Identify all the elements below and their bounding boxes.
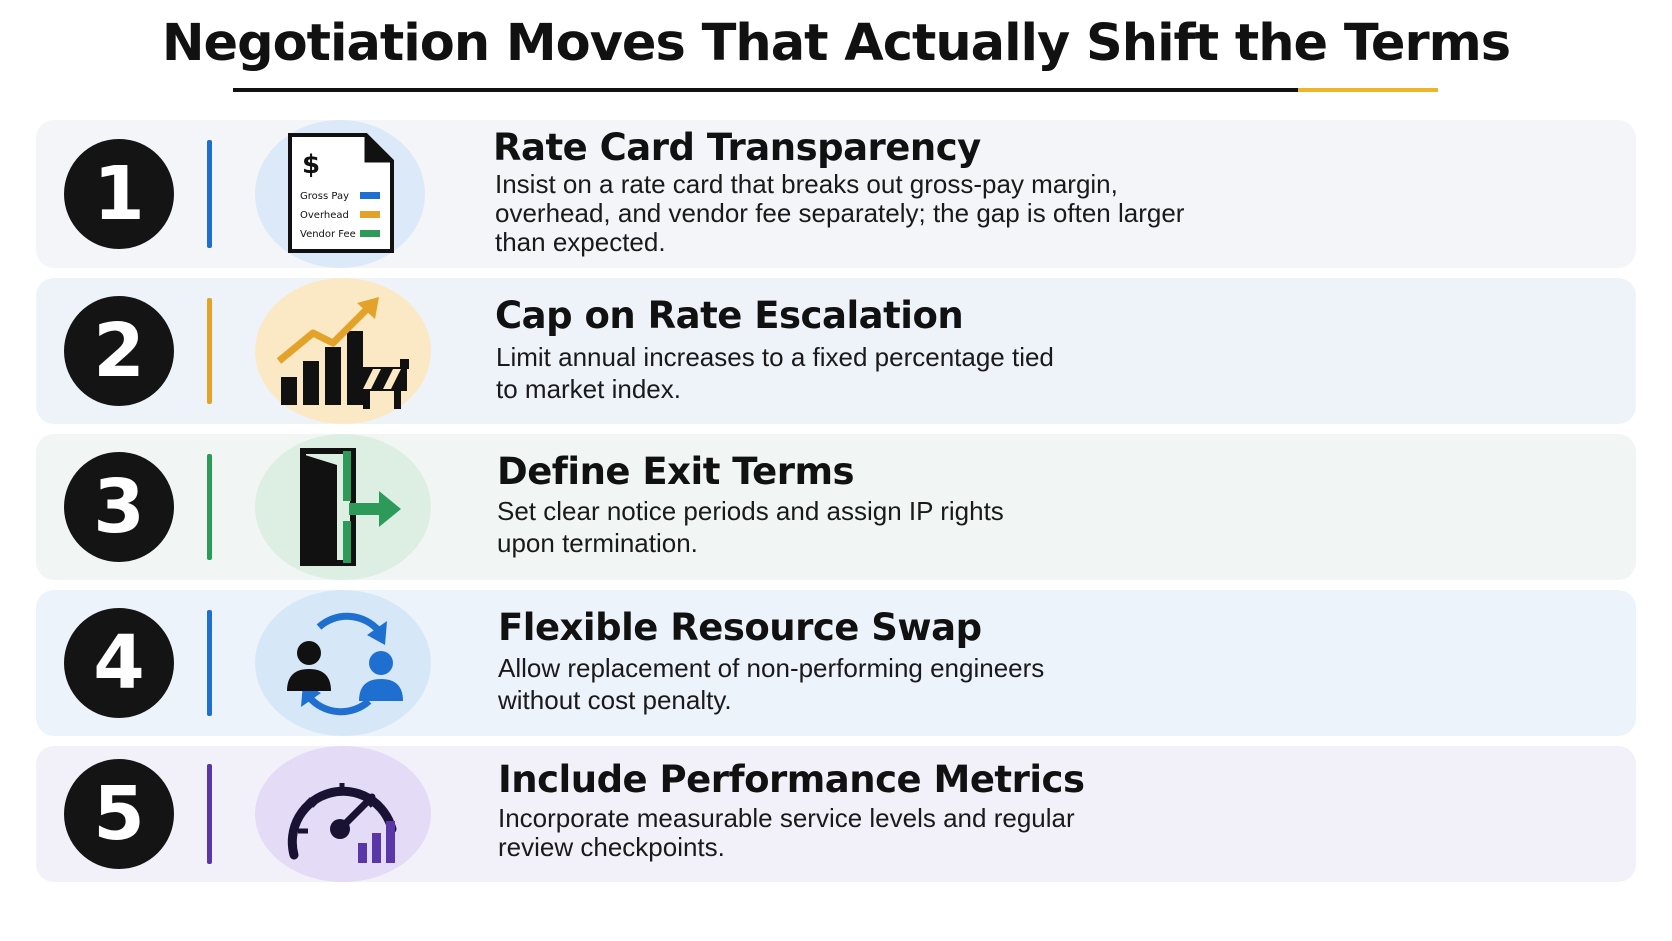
move-row-4: 4 Flexible Resource Swap Allow replaceme…: [36, 590, 1636, 736]
move-row-3: 3 Define Exit Terms Set clear notice per…: [36, 434, 1636, 580]
move-heading: Define Exit Terms: [497, 450, 855, 493]
accent-divider: [207, 140, 212, 248]
move-heading: Include Performance Metrics: [498, 758, 1085, 801]
accent-divider: [207, 298, 212, 404]
move-description: Insist on a rate card that breaks out gr…: [495, 169, 1185, 257]
move-heading: Rate Card Transparency: [493, 126, 981, 169]
title-underline-accent: [1298, 88, 1438, 92]
move-description: Set clear notice periods and assign IP r…: [497, 496, 1004, 558]
move-heading: Cap on Rate Escalation: [495, 294, 964, 337]
move-description: Incorporate measurable service levels an…: [498, 803, 1075, 862]
title-container: Negotiation Moves That Actually Shift th…: [0, 14, 1672, 83]
card-dollar-symbol: $: [302, 150, 320, 180]
move-row-1: 1 $ Gross Pay Overhead Vendor Fee Rate C…: [36, 120, 1636, 268]
number-badge: 1: [64, 139, 174, 249]
card-overhead-label: Overhead: [300, 210, 349, 221]
move-description: Allow replacement of non-performing engi…: [498, 653, 1045, 715]
move-description: Limit annual increases to a fixed percen…: [496, 342, 1054, 404]
page-title: Negotiation Moves That Actually Shift th…: [161, 14, 1511, 73]
rate-card-document-icon: $ Gross Pay Overhead Vendor Fee: [255, 120, 425, 268]
card-vendor-fee-label: Vendor Fee: [300, 229, 356, 240]
move-row-2: 2 Cap on Rate Escalation Limit annual in…: [36, 278, 1636, 424]
move-heading: Flexible Resource Swap: [498, 606, 982, 649]
capped-growth-chart-icon: [255, 278, 431, 424]
number-badge: 3: [64, 452, 174, 562]
resource-swap-icon: [255, 590, 431, 736]
accent-divider: [207, 610, 212, 716]
number-badge: 4: [64, 608, 174, 718]
card-gross-pay-label: Gross Pay: [300, 191, 349, 202]
accent-divider: [207, 764, 212, 864]
performance-gauge-icon: [255, 746, 431, 882]
number-badge: 2: [64, 296, 174, 406]
exit-door-icon: [255, 434, 431, 580]
number-badge: 5: [64, 759, 174, 869]
move-row-5: 5 Include Performance Metrics Incorporat…: [36, 746, 1636, 882]
accent-divider: [207, 454, 212, 560]
title-underline: [233, 88, 1438, 92]
